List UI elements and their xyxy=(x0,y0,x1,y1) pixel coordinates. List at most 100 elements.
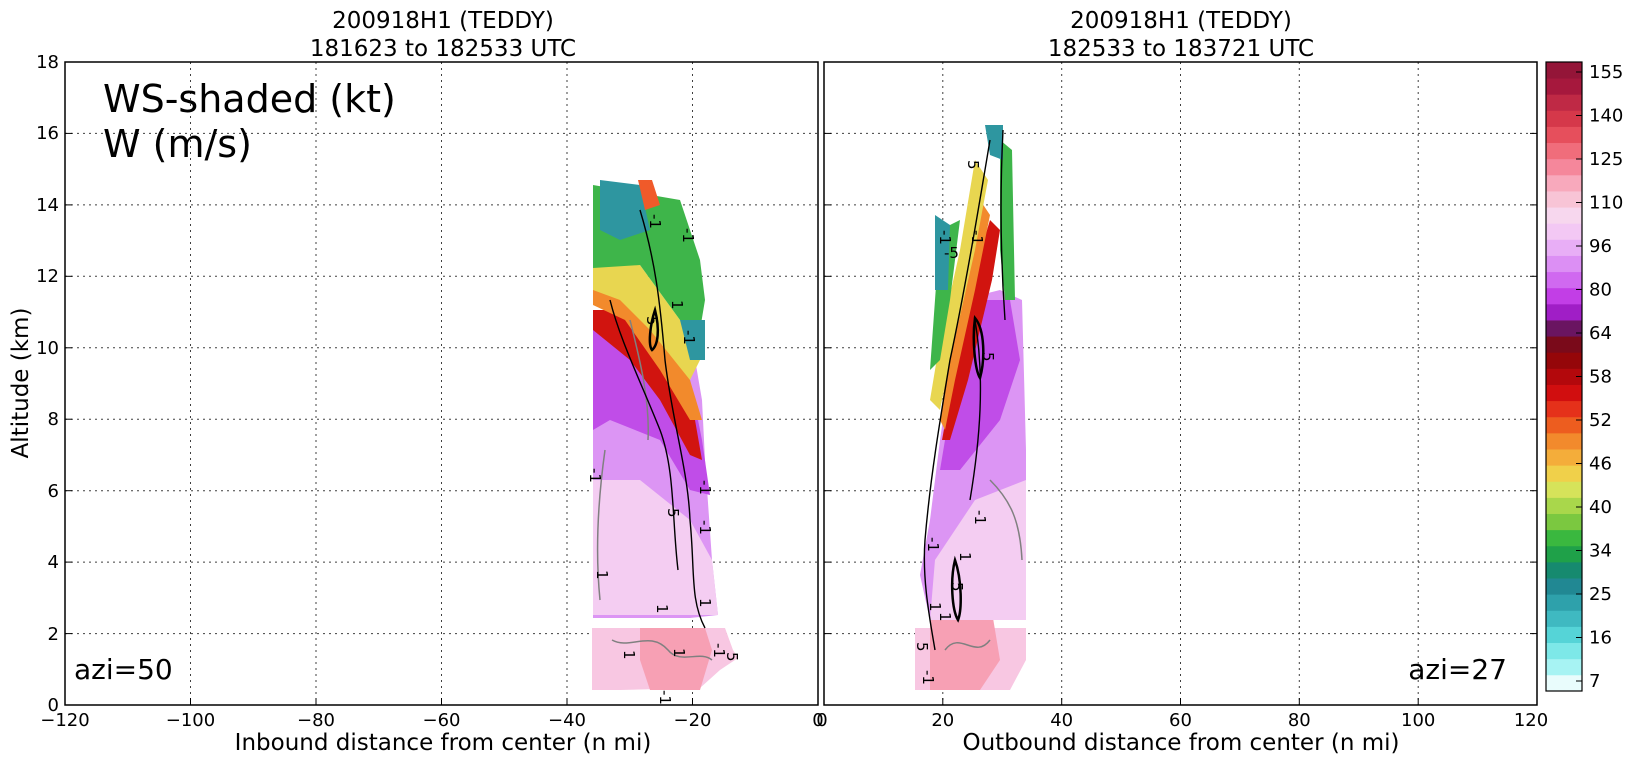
colorbar-swatch xyxy=(1546,481,1582,498)
contour-label: 5 xyxy=(964,160,982,170)
colorbar-label: 155 xyxy=(1589,62,1623,83)
left-wind-shading xyxy=(592,180,738,690)
left-panel: 200918H1 (TEDDY) 181623 to 182533 UTC xyxy=(8,8,824,756)
colorbar-label: 46 xyxy=(1589,454,1612,475)
contour-label: -1 xyxy=(971,510,989,525)
x-tick-label: 100 xyxy=(1401,710,1435,731)
colorbar-swatch xyxy=(1546,110,1582,127)
colorbar-swatch xyxy=(1546,449,1582,466)
colorbar-swatch xyxy=(1546,416,1582,434)
colorbar-swatch xyxy=(1546,239,1582,256)
contour-label: -1 xyxy=(696,480,714,495)
contour-label: -1 xyxy=(679,228,697,243)
colorbar-swatch xyxy=(1546,174,1582,192)
colorbar-label: 140 xyxy=(1589,106,1623,127)
left-contours xyxy=(596,209,713,661)
colorbar-swatch xyxy=(1546,223,1582,240)
ws-shaded-annotation: WS-shaded (kt) xyxy=(103,77,396,121)
x-tick-label: 120 xyxy=(1514,710,1548,731)
colorbar-swatch xyxy=(1546,126,1582,144)
contour-label: 1 xyxy=(926,602,944,612)
contour-label: 5 xyxy=(723,652,741,662)
contour-label: -5 xyxy=(944,244,959,262)
colorbar-swatch xyxy=(1546,513,1582,531)
colorbar-label: 52 xyxy=(1589,410,1612,431)
colorbar-swatch xyxy=(1546,432,1582,450)
colorbar-swatch xyxy=(1546,94,1582,111)
colorbar-label: 25 xyxy=(1589,584,1612,605)
colorbar-swatch xyxy=(1546,465,1582,482)
contour-label: 1 xyxy=(620,650,638,660)
colorbar-swatch xyxy=(1546,561,1582,579)
right-ticks xyxy=(824,132,1537,705)
right-x-tick-labels: 0 20 40 60 80 100 120 xyxy=(816,710,1548,731)
w-annotation: W (m/s) xyxy=(103,122,252,166)
colorbar-swatch xyxy=(1546,62,1582,79)
colorbar-swatch xyxy=(1546,642,1582,660)
x-tick-label: 80 xyxy=(1288,710,1311,731)
contour-label: 1 xyxy=(956,552,974,562)
colorbar-swatch xyxy=(1546,255,1582,273)
right-azimuth-label: azi=27 xyxy=(1408,653,1507,686)
colorbar-swatch xyxy=(1546,610,1582,627)
colorbar-swatch xyxy=(1546,287,1582,305)
contour-label: 5 xyxy=(913,642,931,652)
x-tick-label: −120 xyxy=(40,710,89,731)
colorbar-swatch xyxy=(1546,207,1582,224)
y-tick-label: 10 xyxy=(36,338,59,359)
y-tick-label: 0 xyxy=(48,695,59,716)
contour-label: 5 xyxy=(948,582,966,592)
contour-label: 1 xyxy=(696,598,714,608)
contour-label: -1 xyxy=(680,330,698,345)
colorbar-swatch xyxy=(1546,158,1582,176)
colorbar-swatches xyxy=(1546,62,1582,692)
right-panel: 200918H1 (TEDDY) 182533 to 183721 UTC xyxy=(816,8,1548,756)
colorbar-swatch xyxy=(1546,271,1582,289)
left-azimuth-label: azi=50 xyxy=(74,653,173,686)
colorbar-swatch xyxy=(1546,674,1582,692)
contour-label: -1 xyxy=(646,214,664,229)
y-tick-label: 6 xyxy=(48,481,59,502)
colorbar-swatch xyxy=(1546,303,1582,321)
x-tick-label: 20 xyxy=(931,710,954,731)
colorbar-swatch xyxy=(1546,191,1582,208)
y-tick-label: 12 xyxy=(36,266,59,287)
colorbar-swatch xyxy=(1546,320,1582,337)
colorbar-swatch xyxy=(1546,400,1582,418)
right-shade-light-pink xyxy=(930,480,1026,620)
right-grid xyxy=(824,62,1537,705)
right-shade-red-band xyxy=(942,220,1000,440)
right-subtitle: 182533 to 183721 UTC xyxy=(1048,36,1314,62)
left-subtitle: 181623 to 182533 UTC xyxy=(310,36,576,62)
contour-label: 1 xyxy=(653,604,671,614)
right-contours xyxy=(923,129,1023,651)
contour-label: -1 xyxy=(919,670,937,685)
contour-label: -1 xyxy=(968,230,986,245)
left-ticks xyxy=(65,132,693,705)
x-tick-label: −20 xyxy=(674,710,712,731)
contour-label: 5 xyxy=(643,316,661,326)
left-x-tick-labels: −120 −100 −80 −60 −40 −20 0 xyxy=(40,710,823,731)
left-shade-red-top xyxy=(638,180,660,210)
colorbar-swatch xyxy=(1546,384,1582,402)
left-shade-yellow-band xyxy=(593,265,700,380)
x-tick-label: −100 xyxy=(166,710,215,731)
right-contour-labels: 5 -1 -5 -1 -1 5 -1 1 5 1 1 5 -1 xyxy=(913,160,997,685)
y-tick-label: 4 xyxy=(48,552,59,573)
colorbar-label: 34 xyxy=(1589,541,1612,562)
colorbar-swatch xyxy=(1546,497,1582,514)
contour-label: 5 xyxy=(664,508,682,518)
colorbar-swatch xyxy=(1546,142,1582,160)
contour-label: 1 xyxy=(670,648,688,658)
left-shade-teal-top xyxy=(600,180,705,360)
colorbar-label: 40 xyxy=(1589,497,1612,518)
y-tick-label: 16 xyxy=(36,123,59,144)
colorbar-swatch xyxy=(1546,578,1582,595)
contour-label: 1 xyxy=(668,300,686,310)
y-tick-label: 14 xyxy=(36,195,59,216)
left-contour-labels: -1 -1 1 -1 -1 -1 5 1 1 -1 5 1 1 -1 1 -1 … xyxy=(586,214,741,705)
left-shade-light-pink xyxy=(593,480,718,615)
colorbar: 7 16 25 34 40 46 52 58 64 80 96 110 125 140 155 xyxy=(1545,61,1623,692)
colorbar-swatch xyxy=(1546,529,1582,547)
contour-label: -1 xyxy=(936,230,954,245)
